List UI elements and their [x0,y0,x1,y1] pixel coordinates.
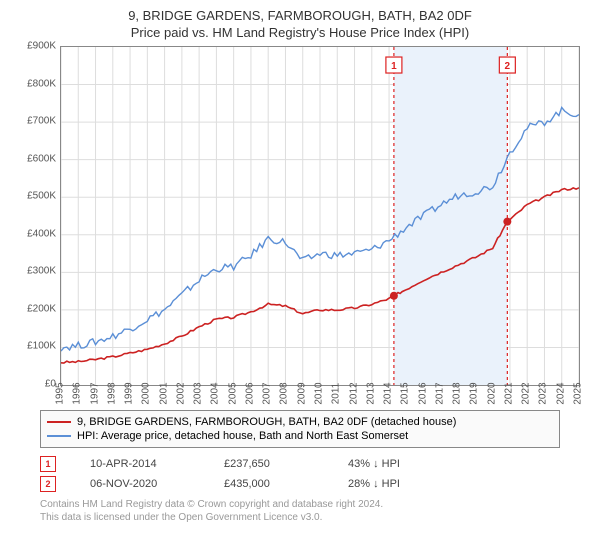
sale-marker-icon: 1 [40,456,56,472]
x-axis-label: 2010 [314,382,325,404]
legend-label: 9, BRIDGE GARDENS, FARMBOROUGH, BATH, BA… [77,416,456,428]
sale-price: £435,000 [224,478,314,490]
y-axis-label: £800K [20,78,56,89]
x-axis-label: 2018 [452,382,463,404]
x-axis-label: 1995 [55,382,66,404]
legend-label: HPI: Average price, detached house, Bath… [77,430,408,442]
x-axis-label: 1996 [72,382,83,404]
x-axis-label: 2011 [331,383,342,405]
plot-region: 12 [60,46,580,386]
x-axis-label: 2016 [417,382,428,404]
legend-item: HPI: Average price, detached house, Bath… [47,429,553,443]
x-axis-label: 2000 [141,382,152,404]
y-axis-label: £900K [20,41,56,52]
sale-date: 06-NOV-2020 [90,478,190,490]
x-axis-label: 2017 [434,382,445,404]
x-axis-label: 1998 [106,382,117,404]
svg-text:2: 2 [505,61,511,72]
x-axis-label: 2025 [573,382,584,404]
y-axis-label: £400K [20,228,56,239]
legend-swatch [47,421,71,423]
x-axis-label: 2004 [210,382,221,404]
x-axis-label: 2022 [521,382,532,404]
y-axis-label: £0 [20,379,56,390]
table-row: 2 06-NOV-2020 £435,000 28% ↓ HPI [40,474,560,494]
sale-change: 28% ↓ HPI [348,478,400,490]
x-axis-label: 2012 [348,382,359,404]
x-axis-label: 2024 [555,382,566,404]
x-axis-label: 2008 [279,382,290,404]
y-axis-label: £100K [20,341,56,352]
x-axis-label: 2019 [469,382,480,404]
x-axis-label: 2005 [227,382,238,404]
y-axis-label: £600K [20,153,56,164]
sale-date: 10-APR-2014 [90,458,190,470]
svg-text:1: 1 [391,61,397,72]
chart-area: £0 £100K £200K £300K £400K £500K £600K £700K £80… [20,46,580,406]
x-axis-label: 2020 [486,382,497,404]
x-axis-label: 2014 [383,382,394,404]
footer-line: This data is licensed under the Open Gov… [40,511,560,524]
x-axis-label: 2001 [158,382,169,404]
x-axis-label: 2013 [365,382,376,404]
x-axis-label: 1997 [89,382,100,404]
x-axis-label: 2002 [175,382,186,404]
sale-price: £237,650 [224,458,314,470]
legend-item: 9, BRIDGE GARDENS, FARMBOROUGH, BATH, BA… [47,415,553,429]
footer-attribution: Contains HM Land Registry data © Crown c… [40,498,560,524]
x-axis-label: 1999 [124,382,135,404]
sales-table: 1 10-APR-2014 £237,650 43% ↓ HPI 2 06-NO… [40,454,560,494]
y-axis-label: £700K [20,116,56,127]
chart-subtitle: Price paid vs. HM Land Registry's House … [10,25,590,40]
chart-svg: 12 [61,47,579,385]
legend-swatch [47,435,71,437]
table-row: 1 10-APR-2014 £237,650 43% ↓ HPI [40,454,560,474]
chart-title: 9, BRIDGE GARDENS, FARMBOROUGH, BATH, BA… [10,8,590,23]
x-axis-label: 2015 [400,382,411,404]
legend: 9, BRIDGE GARDENS, FARMBOROUGH, BATH, BA… [40,410,560,448]
y-axis-label: £200K [20,303,56,314]
x-axis-label: 2023 [538,382,549,404]
x-axis-label: 2006 [244,382,255,404]
x-axis-label: 2009 [296,382,307,404]
x-axis-label: 2003 [193,382,204,404]
x-axis-label: 2021 [503,382,514,404]
sale-change: 43% ↓ HPI [348,458,400,470]
y-axis-label: £300K [20,266,56,277]
x-axis-label: 2007 [262,382,273,404]
sale-marker-icon: 2 [40,476,56,492]
y-axis-label: £500K [20,191,56,202]
footer-line: Contains HM Land Registry data © Crown c… [40,498,560,511]
